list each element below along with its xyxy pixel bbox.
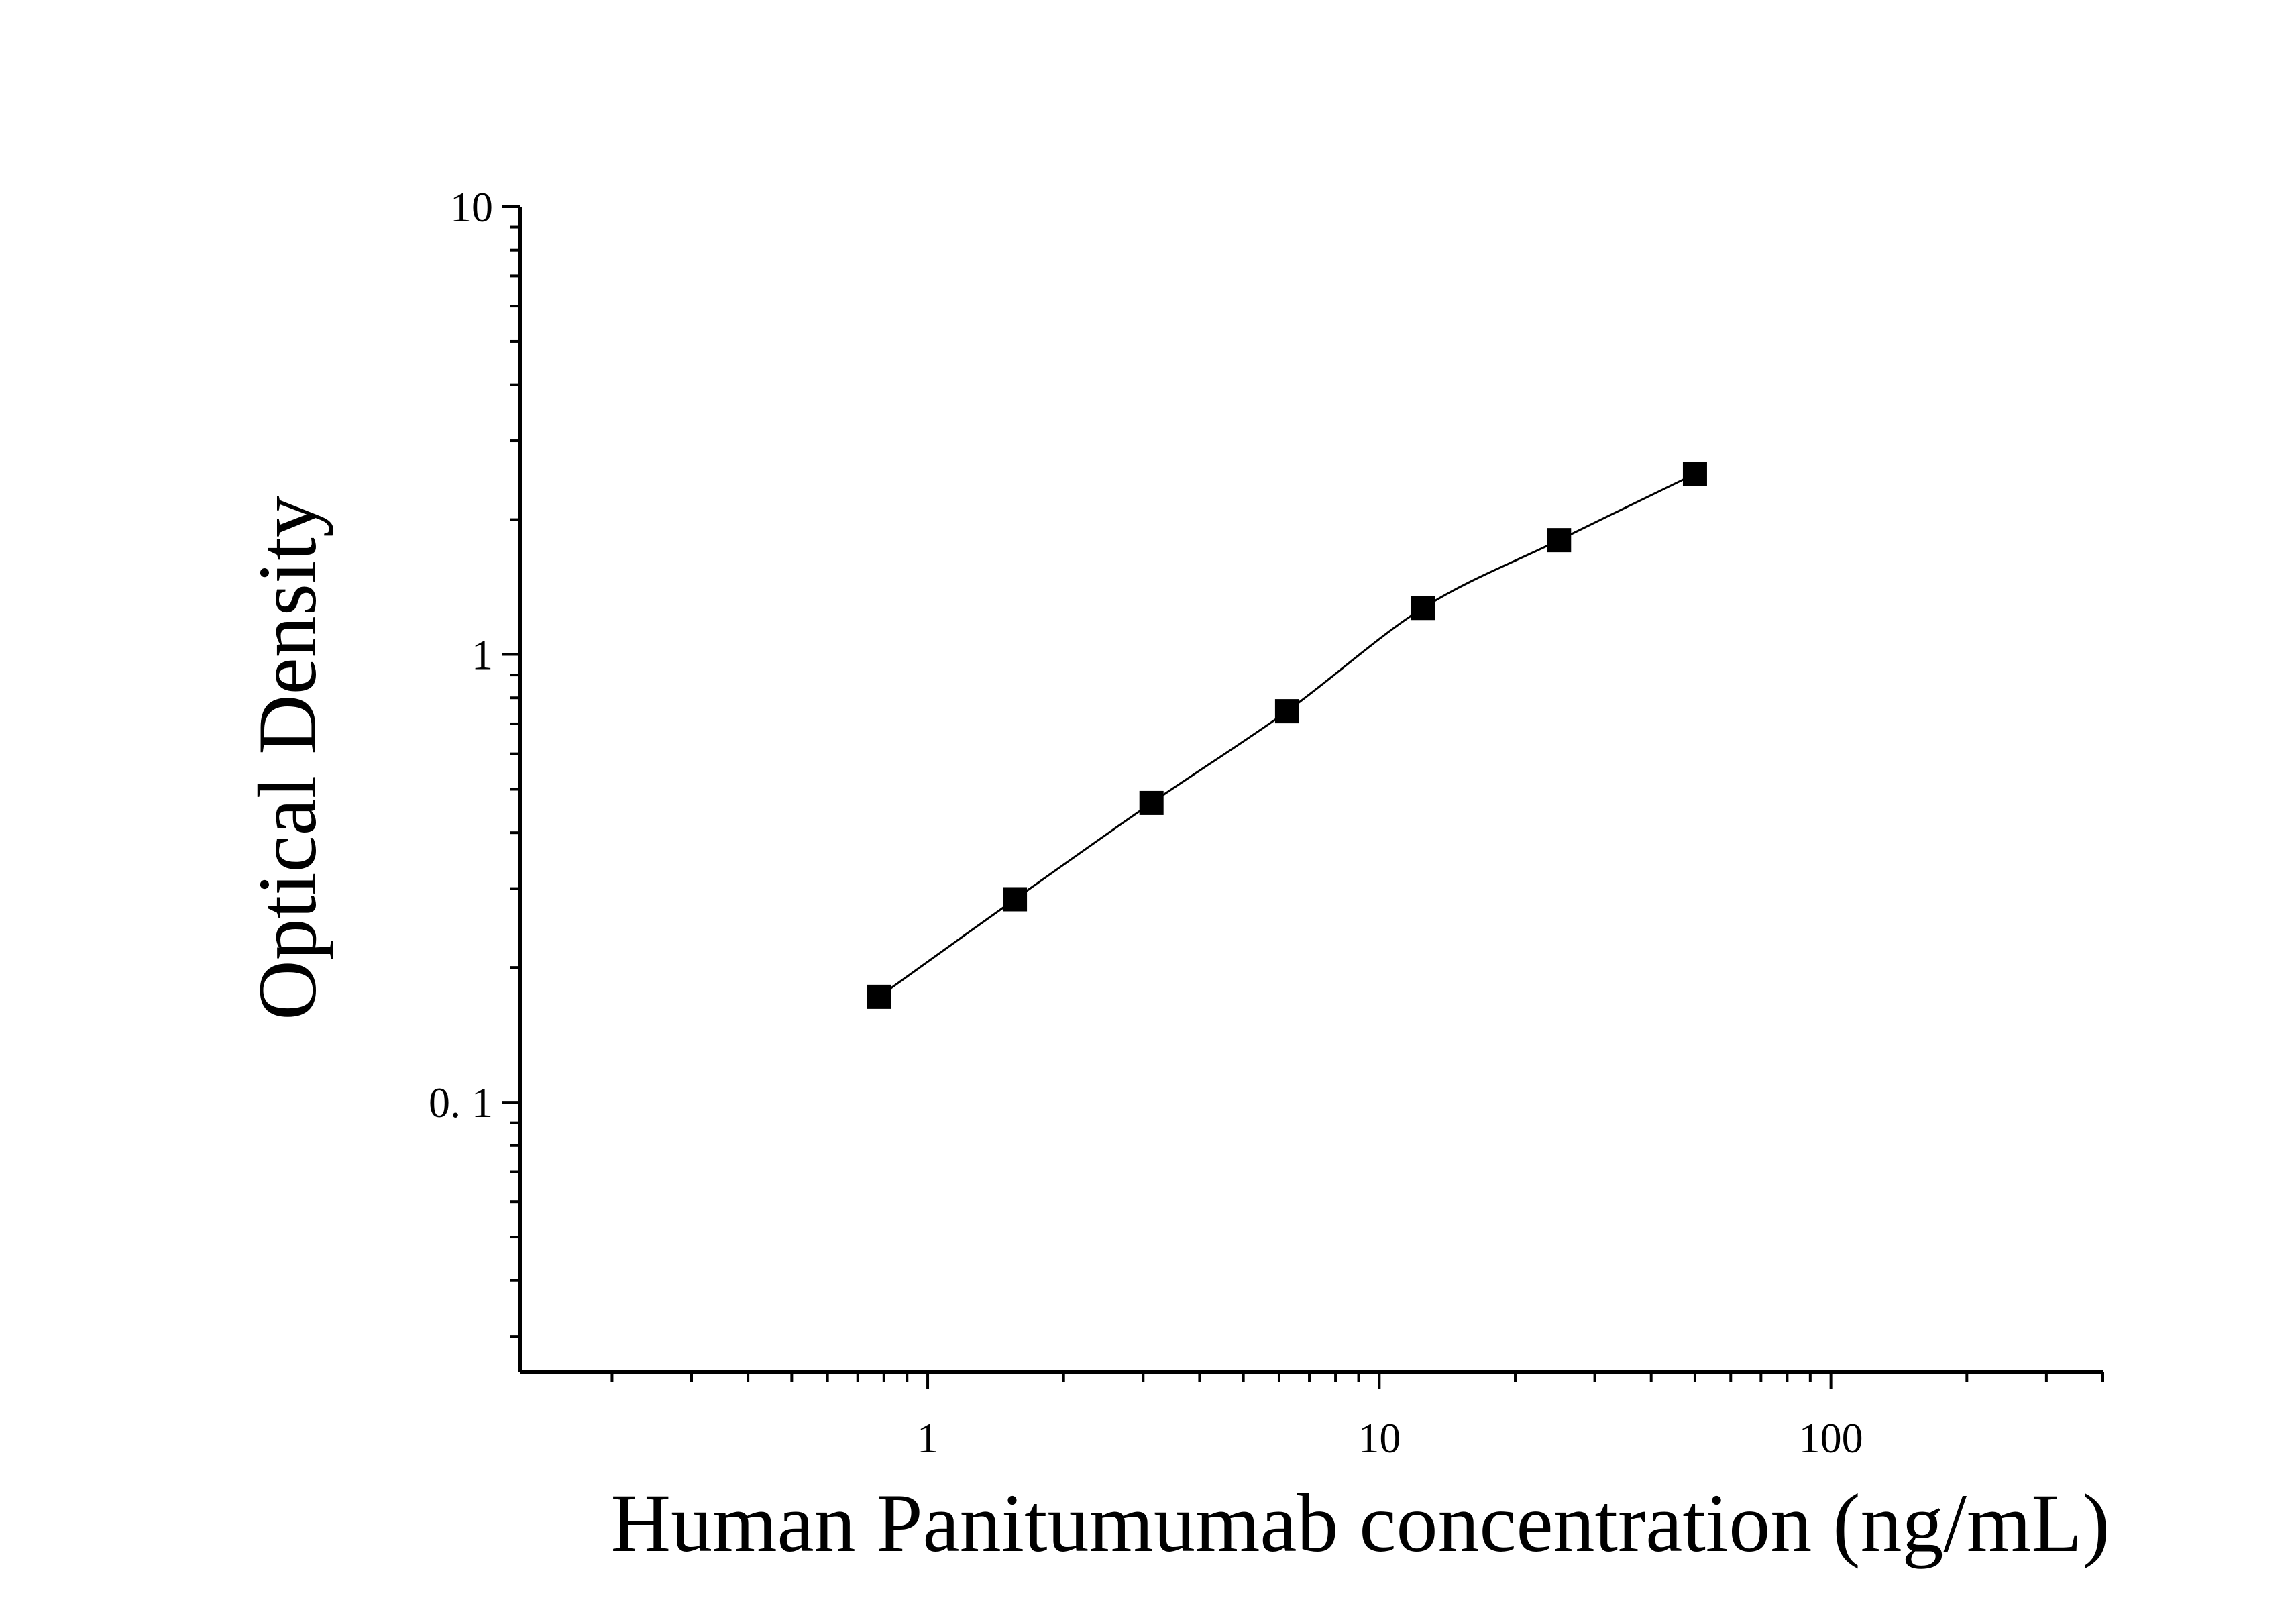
x-axis-title: Human Panitumumab concentration (ng/mL) [611,1477,2110,1569]
data-point [1411,596,1435,621]
x-tick-label: 10 [1358,1414,1401,1462]
data-point [1274,699,1299,724]
y-axis-title: Optical Density [241,496,333,1020]
data-point [1682,462,1707,486]
x-tick-label: 1 [917,1414,938,1462]
axes: 1 10 100 0. 1 1 10 [429,183,2104,1462]
y-tick-label: 0. 1 [429,1079,493,1126]
y-tick-label: 1 [472,631,493,679]
data-point [1139,790,1164,815]
x-tick-label: 100 [1799,1414,1863,1462]
y-tick-label: 10 [450,183,493,231]
data-point [867,984,891,1009]
data-point [1547,528,1572,553]
data-point [1003,887,1028,912]
data-points [867,462,1707,1009]
fit-curve [878,473,1696,998]
fit-curve-layer [878,473,1696,998]
